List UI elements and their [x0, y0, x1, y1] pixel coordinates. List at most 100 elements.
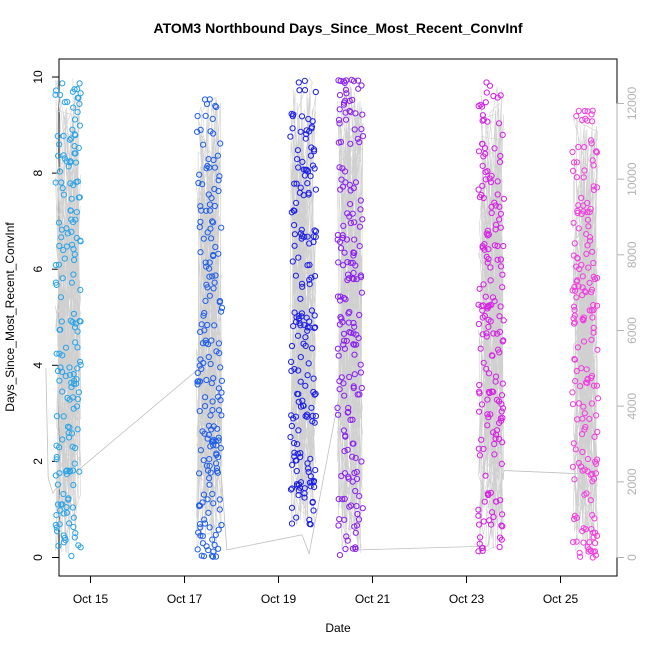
data-point [58, 234, 65, 241]
data-point [586, 307, 593, 314]
data-point [54, 367, 62, 375]
data-point [571, 512, 579, 519]
data-point [494, 94, 501, 101]
data-point [303, 166, 310, 174]
data-point [288, 422, 295, 430]
data-point [359, 111, 366, 118]
y-axis-label: Days_Since_Most_Recent_ConvInf [3, 222, 17, 412]
data-point [343, 533, 350, 540]
data-point [573, 294, 580, 301]
data-point [357, 369, 364, 376]
data-point [352, 179, 359, 186]
data-point [61, 534, 68, 542]
data-point [212, 531, 219, 539]
data-point [70, 523, 77, 531]
data-point [572, 446, 579, 453]
data-point [584, 376, 591, 383]
data-point [65, 496, 72, 503]
data-point [76, 468, 83, 475]
data-point [55, 261, 63, 268]
data-point [340, 341, 347, 348]
data-point [74, 86, 81, 93]
data-point [340, 101, 347, 108]
data-point [476, 521, 483, 528]
data-point [217, 397, 224, 404]
data-point [196, 503, 203, 510]
data-point [570, 167, 577, 174]
data-point [479, 547, 486, 555]
data-point [291, 242, 298, 249]
data-point [203, 462, 210, 469]
data-point [66, 364, 73, 371]
data-point [52, 91, 59, 98]
data-point [295, 164, 302, 171]
data-point [207, 443, 214, 450]
data-point [199, 340, 206, 347]
data-point [577, 463, 585, 470]
data-point [56, 168, 64, 175]
data-point [199, 533, 206, 540]
data-point [77, 286, 84, 293]
data-point [342, 545, 349, 553]
data-point [304, 327, 311, 334]
data-point [70, 310, 78, 317]
data-point [306, 479, 313, 486]
data-point [498, 522, 505, 529]
data-point [577, 383, 584, 390]
data-point [338, 472, 345, 480]
data-point [301, 490, 308, 497]
data-point [74, 178, 81, 185]
data-series [334, 76, 367, 559]
data-point [336, 386, 343, 393]
data-point [203, 263, 210, 270]
data-point [213, 465, 221, 472]
data-series [475, 79, 507, 555]
data-point [582, 289, 589, 296]
data-point [200, 491, 207, 498]
y2-tick-label: 4000 [625, 392, 639, 419]
data-point [287, 133, 294, 140]
data-point [355, 335, 362, 342]
data-point [358, 126, 365, 133]
data-point [579, 431, 586, 438]
data-point [586, 539, 593, 546]
data-point [293, 314, 300, 321]
data-point [201, 96, 209, 103]
data-point [71, 460, 78, 467]
y-tick-label: 8 [31, 169, 45, 176]
data-point [477, 345, 484, 352]
data-point [196, 408, 203, 415]
data-point [209, 536, 216, 543]
y-tick-label: 0 [31, 554, 45, 561]
data-point [196, 362, 203, 369]
data-point [345, 473, 352, 480]
data-point [337, 314, 344, 321]
data-point [357, 206, 364, 213]
data-point [304, 460, 311, 467]
data-point [217, 140, 224, 147]
data-point [290, 415, 297, 422]
data-point [588, 140, 595, 147]
data-point [485, 316, 492, 323]
data-point [590, 183, 597, 190]
data-point [580, 403, 587, 410]
x-axis: Oct 15 Oct 17 Oct 19 Oct 21 Oct 23 Oct 25 [73, 575, 578, 606]
data-point [289, 125, 296, 132]
data-point [52, 261, 60, 269]
data-point [347, 201, 354, 208]
data-point [480, 116, 487, 123]
data-point [575, 202, 582, 209]
data-point [53, 512, 60, 519]
data-point [350, 252, 357, 259]
data-point [202, 112, 209, 120]
data-point [302, 382, 309, 389]
data-point [54, 481, 62, 488]
data-point [59, 275, 66, 282]
data-point [196, 470, 203, 477]
data-point [346, 373, 353, 381]
data-point [74, 396, 82, 403]
data-point [312, 467, 319, 474]
data-point [481, 312, 488, 320]
data-point [352, 529, 359, 536]
data-point [204, 496, 211, 503]
